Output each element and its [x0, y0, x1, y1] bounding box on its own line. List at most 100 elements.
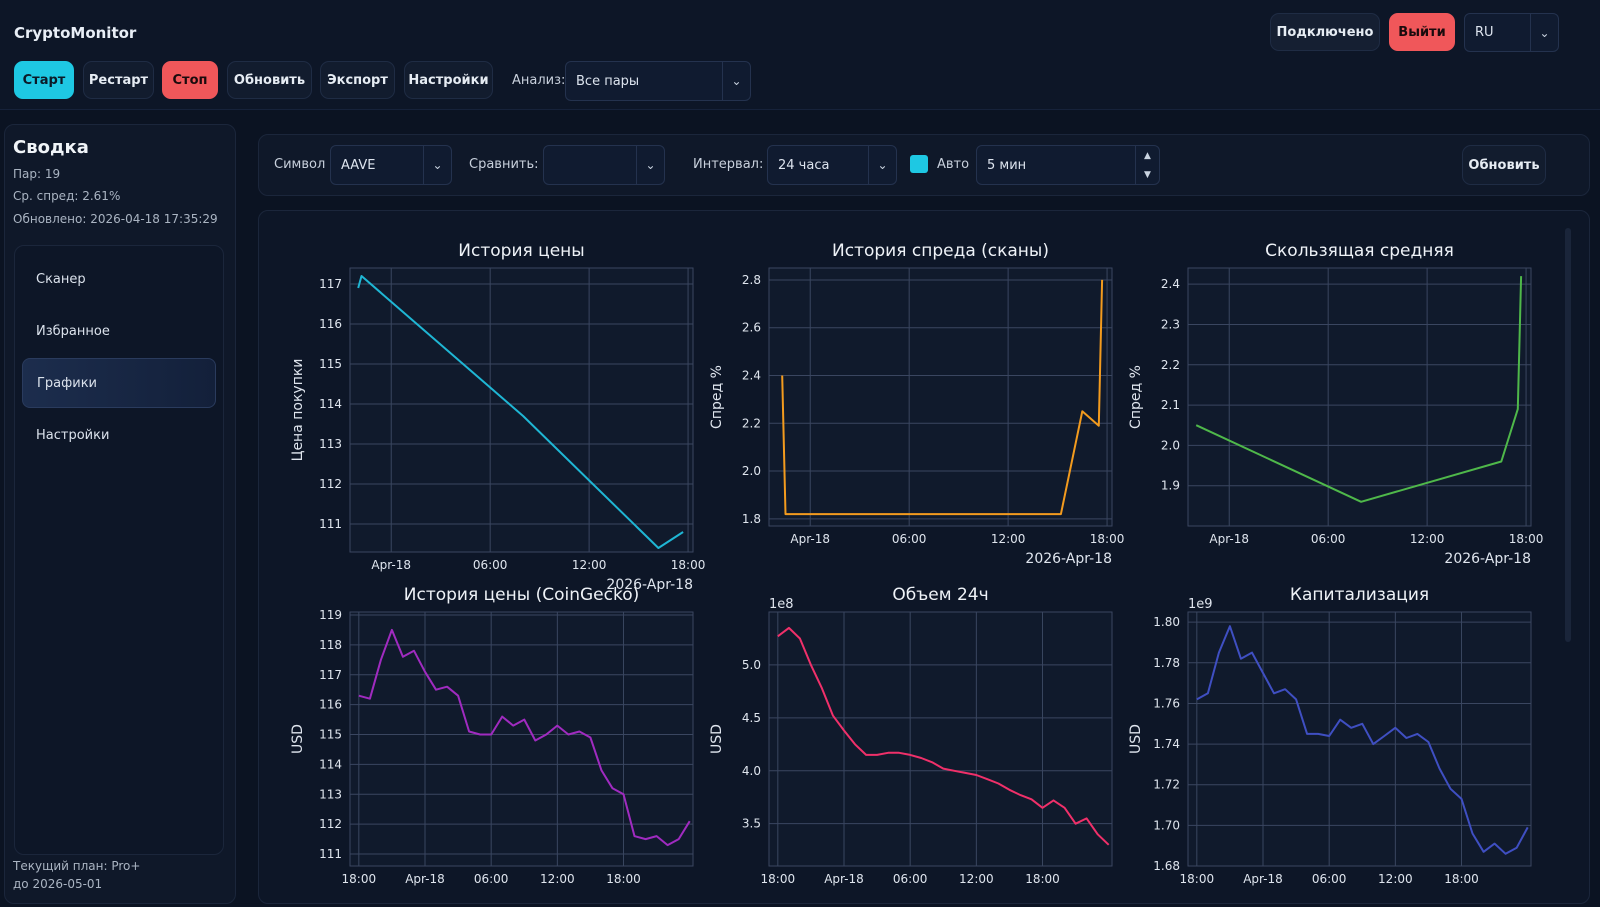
chart-6: 1.68 1.70 1.72 1.74 1.76 1.78 1.80 18:00 Apr-18 0… — [1128, 585, 1532, 886]
y-tick-label: 116 — [319, 317, 342, 331]
x-tick-label: Apr-18 — [1243, 872, 1283, 886]
plot-area — [768, 267, 1113, 527]
y-axis-label: Спред % — [709, 365, 725, 429]
x-tick-label: 06:00 — [892, 532, 927, 546]
y-tick-label: 1.76 — [1153, 696, 1180, 710]
auto-checkbox[interactable] — [910, 155, 928, 173]
y-tick-label: 1.8 — [742, 512, 761, 526]
x-axis-label: 2026-Apr-18 — [1025, 551, 1112, 567]
avg-spread: Ср. спред: 2.61% — [13, 189, 121, 203]
chart-controls: Символ AAVE ⌄ Сравнить: ⌄ Интервал: 24 ч… — [258, 134, 1590, 196]
restart-button[interactable]: Рестарт — [83, 61, 154, 99]
sidebar-item-settings[interactable]: Настройки — [36, 427, 110, 443]
y-tick-label: 2.0 — [1161, 438, 1180, 452]
logout-button[interactable]: Выйти — [1389, 13, 1455, 51]
auto-period-value: 5 мин — [987, 157, 1027, 173]
y-tick-label: 1.80 — [1153, 615, 1180, 629]
settings-button[interactable]: Настройки — [404, 61, 493, 99]
updated-time: Обновлено: 2026-04-18 17:35:29 — [13, 212, 218, 226]
y-axis-label: USD — [1128, 724, 1144, 754]
series-line — [777, 626, 1110, 846]
y-tick-label: 115 — [319, 728, 342, 742]
chevron-down-icon[interactable]: ⌄ — [1530, 14, 1558, 51]
auto-label: Авто — [937, 157, 970, 172]
y-tick-label: 5.0 — [742, 658, 761, 672]
language-select[interactable]: RU ⌄ — [1464, 13, 1559, 52]
x-tick-label: 18:00 — [342, 872, 377, 886]
symbol-label: Символ — [274, 157, 326, 172]
auto-period-spinbox[interactable]: 5 мин ▲ ▼ — [976, 145, 1160, 185]
y-tick-label: 117 — [319, 277, 342, 291]
y-tick-label: 2.2 — [742, 416, 761, 430]
charts-scrollbar[interactable] — [1565, 228, 1571, 642]
analysis-label: Анализ: — [512, 73, 566, 88]
y-tick-label: 2.4 — [742, 369, 761, 383]
sidebar-item-charts[interactable]: Графики — [22, 358, 216, 408]
y-tick-label: 1.9 — [1161, 479, 1180, 493]
x-tick-label: 06:00 — [1312, 872, 1347, 886]
y-axis-label: USD — [290, 724, 306, 754]
plan-label: Текущий план: Pro+ — [13, 859, 141, 873]
x-tick-label: 18:00 — [1444, 872, 1479, 886]
chevron-down-icon[interactable]: ⌄ — [868, 146, 896, 184]
symbol-value: AAVE — [341, 157, 376, 173]
y-tick-label: 114 — [319, 757, 342, 771]
sidebar-item-scanner[interactable]: Сканер — [36, 271, 86, 287]
x-tick-label: 18:00 — [1180, 872, 1215, 886]
y-tick-label: 112 — [319, 817, 342, 831]
y-tick-label: 1.70 — [1153, 818, 1180, 832]
chart-3: 1.9 2.0 2.1 2.2 2.3 2.4 Apr-18 06:00 12:00 18:00 С… — [1128, 241, 1543, 567]
y-tick-label: 118 — [319, 638, 342, 652]
chart-refresh-button[interactable]: Обновить — [1462, 145, 1546, 185]
chart-title: История спреда (сканы) — [832, 241, 1049, 261]
x-tick-label: 12:00 — [1378, 872, 1413, 886]
x-tick-label: 18:00 — [671, 558, 706, 572]
y-axis-label: USD — [709, 724, 725, 754]
chevron-down-icon[interactable]: ⌄ — [722, 62, 750, 100]
stop-button[interactable]: Стоп — [162, 61, 218, 99]
compare-select[interactable]: ⌄ — [543, 145, 665, 185]
export-button[interactable]: Экспорт — [320, 61, 395, 99]
spin-arrows: ▲ ▼ — [1135, 146, 1159, 184]
x-tick-label: 18:00 — [1025, 872, 1060, 886]
series-line — [357, 275, 684, 549]
x-tick-label: Apr-18 — [824, 872, 864, 886]
y-tick-label: 115 — [319, 357, 342, 371]
start-button[interactable]: Старт — [14, 61, 74, 99]
y-tick-label: 113 — [319, 437, 342, 451]
x-axis-label: 2026-Apr-18 — [1444, 551, 1531, 567]
chevron-down-icon[interactable]: ⌄ — [423, 146, 451, 184]
y-tick-label: 117 — [319, 668, 342, 682]
x-tick-label: Apr-18 — [790, 532, 830, 546]
y-tick-label: 2.1 — [1161, 398, 1180, 412]
y-tick-label: 1.72 — [1153, 778, 1180, 792]
y-tick-label: 119 — [319, 608, 342, 622]
x-axis-label: 2026-Apr-18 — [606, 577, 693, 593]
chevron-down-icon[interactable]: ▼ — [1144, 169, 1151, 180]
y-tick-label: 2.3 — [1161, 317, 1180, 331]
analysis-select[interactable]: Все пары ⌄ — [565, 61, 751, 101]
plot-area — [1187, 611, 1532, 867]
x-tick-label: Apr-18 — [1209, 532, 1249, 546]
y-tick-label: 3.5 — [742, 817, 761, 831]
chevron-down-icon[interactable]: ⌄ — [636, 146, 664, 184]
y-tick-label: 4.0 — [742, 764, 761, 778]
analysis-value: Все пары — [576, 73, 640, 89]
chevron-up-icon[interactable]: ▲ — [1144, 150, 1151, 161]
connection-status: Подключено — [1270, 13, 1380, 51]
chart-title: Объем 24ч — [892, 585, 988, 605]
y-tick-label: 1.68 — [1153, 859, 1180, 873]
pairs-count: Пар: 19 — [13, 167, 61, 181]
symbol-select[interactable]: AAVE ⌄ — [330, 145, 452, 185]
sidebar-item-favorites[interactable]: Избранное — [36, 323, 110, 339]
y-tick-label: 111 — [319, 517, 342, 531]
x-tick-label: 06:00 — [893, 872, 928, 886]
sidebar: Сводка Пар: 19 Ср. спред: 2.61% Обновлен… — [4, 124, 236, 904]
x-tick-label: 18:00 — [1090, 532, 1125, 546]
interval-select[interactable]: 24 часа ⌄ — [767, 145, 897, 185]
y-tick-label: 4.5 — [742, 711, 761, 725]
x-tick-label: 18:00 — [761, 872, 796, 886]
refresh-button[interactable]: Обновить — [227, 61, 312, 99]
x-tick-label: Apr-18 — [405, 872, 445, 886]
